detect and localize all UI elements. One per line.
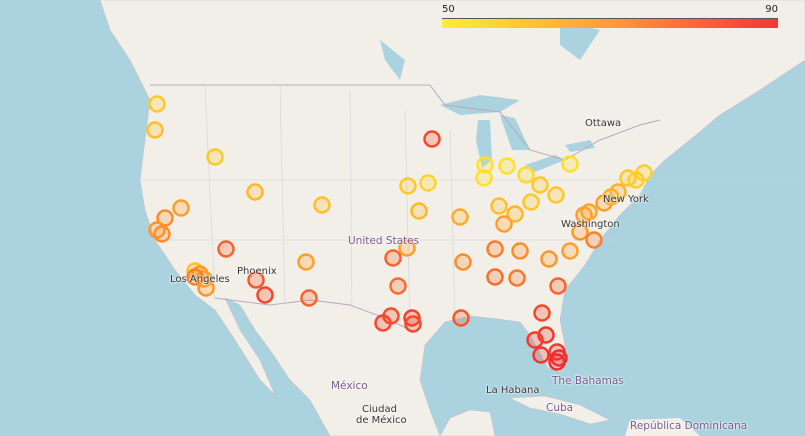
temperature-marker[interactable] — [475, 169, 493, 187]
borders — [150, 84, 661, 331]
temperature-marker[interactable] — [451, 208, 469, 226]
temperature-marker[interactable] — [404, 315, 422, 333]
temperature-marker[interactable] — [156, 209, 174, 227]
temperature-marker[interactable] — [197, 279, 215, 297]
temperature-marker[interactable] — [585, 231, 603, 249]
country-label-mexico: México — [331, 380, 368, 392]
temperature-marker[interactable] — [635, 164, 653, 182]
country-label-cuba: Cuba — [546, 402, 574, 414]
temperature-marker[interactable] — [398, 239, 416, 257]
country-label-bahamas: The Bahamas — [552, 375, 624, 387]
temperature-marker[interactable] — [389, 277, 407, 295]
temperature-marker[interactable] — [571, 223, 589, 241]
temperature-marker[interactable] — [313, 196, 331, 214]
temperature-marker[interactable] — [452, 309, 470, 327]
temperature-marker[interactable] — [476, 156, 494, 174]
city-label-new-york: New York — [603, 194, 649, 205]
temperature-marker[interactable] — [399, 177, 417, 195]
temperature-marker[interactable] — [384, 249, 402, 267]
temperature-marker[interactable] — [454, 253, 472, 271]
temperature-marker[interactable] — [217, 240, 235, 258]
city-label-los-angeles: Los Angeles — [170, 274, 230, 285]
temperature-marker[interactable] — [540, 250, 558, 268]
temperature-marker[interactable] — [410, 202, 428, 220]
temperature-marker[interactable] — [146, 121, 164, 139]
temperature-marker[interactable] — [374, 314, 392, 332]
temperature-marker[interactable] — [490, 197, 508, 215]
land-hispaniola — [625, 418, 700, 436]
temperature-marker[interactable] — [300, 289, 318, 307]
state-lines — [140, 84, 805, 331]
temperature-marker[interactable] — [532, 346, 550, 364]
temperature-marker[interactable] — [297, 253, 315, 271]
city-label-ottawa: Ottawa — [585, 118, 622, 129]
temperature-marker[interactable] — [486, 268, 504, 286]
legend-max-label: 90 — [765, 4, 778, 15]
city-label-washington: Washington — [561, 219, 620, 230]
temperature-marker[interactable] — [206, 148, 224, 166]
temperature-marker[interactable] — [419, 174, 437, 192]
temperature-marker[interactable] — [172, 199, 190, 217]
color-legend: 50 90 — [442, 4, 778, 30]
city-label-de-mexico: de México — [356, 415, 407, 426]
temperature-marker[interactable] — [148, 95, 166, 113]
city-label-la-habana: La Habana — [486, 385, 540, 396]
temperature-marker[interactable] — [495, 215, 513, 233]
temperature-markers — [146, 95, 653, 371]
country-label-united-states: United States — [348, 235, 420, 247]
temperature-marker[interactable] — [522, 193, 540, 211]
temperature-marker[interactable] — [526, 331, 544, 349]
temperature-marker[interactable] — [549, 277, 567, 295]
legend-gradient-bar — [442, 18, 778, 28]
temperature-marker[interactable] — [153, 225, 171, 243]
temperature-marker[interactable] — [580, 203, 598, 221]
temperature-marker[interactable] — [531, 176, 549, 194]
legend-min-label: 50 — [442, 4, 455, 15]
temperature-marker[interactable] — [247, 271, 265, 289]
city-label-ciudad: Ciudad — [362, 404, 397, 415]
temperature-marker[interactable] — [561, 155, 579, 173]
land-yucatan — [439, 409, 496, 436]
city-label-phoenix: Phoenix — [237, 266, 277, 277]
country-label-republica-dominicana: República Dominicana — [630, 420, 748, 432]
temperature-marker[interactable] — [498, 157, 516, 175]
temperature-marker[interactable] — [533, 304, 551, 322]
temperature-marker[interactable] — [609, 183, 627, 201]
temperature-marker[interactable] — [506, 205, 524, 223]
temperature-marker[interactable] — [403, 309, 421, 327]
temperature-marker[interactable] — [550, 349, 568, 367]
temperature-marker[interactable] — [561, 242, 579, 260]
temperature-marker[interactable] — [186, 268, 204, 286]
temperature-marker[interactable] — [511, 242, 529, 260]
temperature-marker[interactable] — [423, 130, 441, 148]
temperature-marker[interactable] — [517, 166, 535, 184]
temperature-marker[interactable] — [547, 186, 565, 204]
land-cuba — [508, 395, 611, 425]
temperature-marker[interactable] — [486, 240, 504, 258]
temperature-marker[interactable] — [246, 183, 264, 201]
temperature-marker[interactable] — [508, 269, 526, 287]
temperature-marker[interactable] — [256, 286, 274, 304]
